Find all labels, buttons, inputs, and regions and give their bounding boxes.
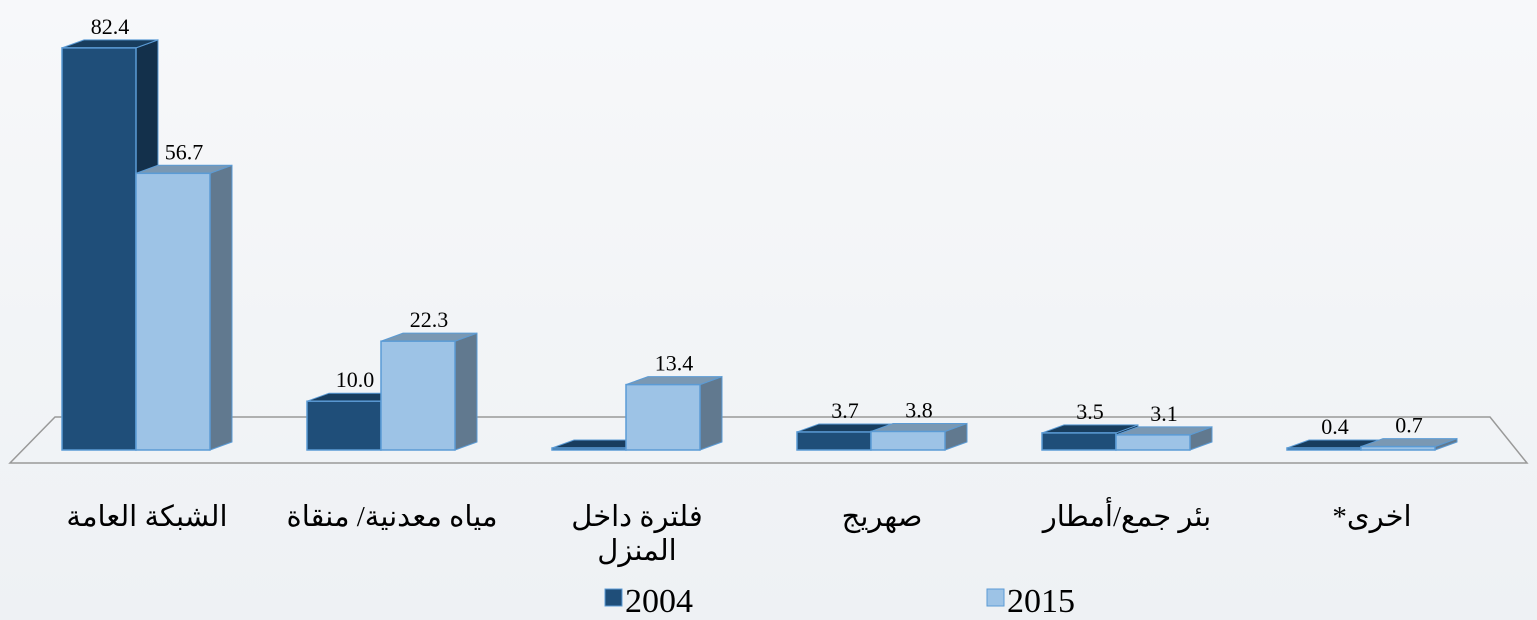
bar-front: [625, 383, 701, 451]
legend-label: 2015: [1007, 583, 1075, 620]
bar-front: [1360, 445, 1436, 451]
bar: [625, 375, 723, 451]
bar-front: [1286, 447, 1362, 451]
bar-side: [699, 375, 723, 451]
floor: [8, 416, 1529, 464]
bar-side: [454, 332, 478, 451]
bar-front: [1041, 432, 1117, 451]
bar: [1360, 437, 1458, 451]
value-label: 0.7: [1395, 413, 1423, 438]
x-tick-label: الشبكة العامة: [66, 501, 228, 533]
value-label: 10.0: [336, 367, 375, 392]
value-label: 3.1: [1150, 401, 1178, 426]
x-tick-label: اخرى*: [1332, 501, 1412, 533]
bar: [135, 164, 233, 451]
bar-front: [306, 400, 382, 451]
legend-swatch: [986, 588, 1005, 607]
value-label: 3.7: [831, 398, 859, 423]
bar: [1115, 426, 1213, 451]
bar: [870, 422, 968, 451]
bar-front: [870, 430, 946, 451]
bar-front: [551, 447, 627, 451]
legend-swatch: [604, 588, 623, 607]
value-label: 13.4: [655, 351, 694, 376]
value-label: 22.3: [410, 307, 449, 332]
bar-side: [209, 164, 233, 451]
legend-label: 2004: [625, 583, 693, 620]
x-tick-label: فلترة داخل المنزل: [571, 501, 703, 567]
x-tick-label: صهريج: [841, 501, 923, 533]
bar-front: [380, 340, 456, 451]
value-label: 3.5: [1076, 399, 1104, 424]
value-label: 3.8: [905, 397, 933, 422]
value-label: 0.4: [1321, 414, 1349, 439]
value-label: 82.4: [91, 14, 130, 39]
x-tick-label: بئر جمع/أمطار: [1042, 501, 1212, 533]
bar-front: [796, 431, 872, 451]
value-label: 56.7: [165, 139, 204, 164]
bar-front: [135, 172, 211, 451]
bar-front: [61, 47, 137, 451]
bar-front: [1115, 434, 1191, 451]
x-tick-label: مياه معدنية/ منقاة: [286, 501, 498, 533]
bar: [380, 332, 478, 451]
